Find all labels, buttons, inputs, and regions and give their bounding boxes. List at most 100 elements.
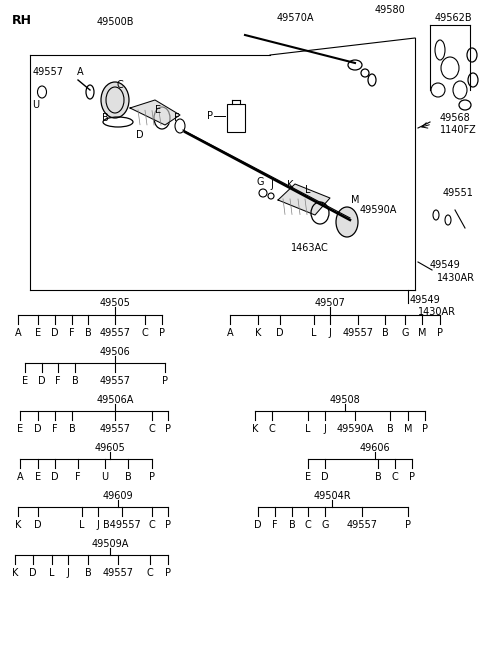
Text: B: B [69, 424, 75, 434]
Text: K: K [12, 568, 18, 578]
Text: 49505: 49505 [99, 298, 131, 308]
Text: 49509A: 49509A [91, 539, 129, 549]
Text: P: P [165, 520, 171, 530]
Text: C: C [117, 80, 123, 90]
Text: M: M [351, 195, 359, 205]
Text: B: B [386, 424, 394, 434]
Text: K: K [15, 520, 21, 530]
Text: A: A [15, 328, 21, 338]
Text: 49557: 49557 [99, 328, 131, 338]
Text: K: K [252, 424, 258, 434]
Text: E: E [17, 424, 23, 434]
Text: P: P [165, 568, 171, 578]
Text: 49580: 49580 [374, 5, 406, 15]
Text: 49557: 49557 [99, 424, 131, 434]
Text: 49570A: 49570A [276, 13, 314, 23]
Polygon shape [278, 184, 330, 215]
Text: J: J [96, 520, 99, 530]
Text: G: G [256, 177, 264, 187]
Text: B: B [288, 520, 295, 530]
Text: 49508: 49508 [330, 395, 360, 405]
Text: G: G [321, 520, 329, 530]
Text: L: L [311, 328, 317, 338]
Text: M: M [418, 328, 426, 338]
Text: 49557: 49557 [99, 376, 131, 386]
Text: 1463AC: 1463AC [291, 243, 329, 253]
Text: 49590A: 49590A [360, 205, 397, 215]
Text: P: P [405, 520, 411, 530]
Text: P: P [207, 111, 213, 121]
Text: F: F [174, 113, 180, 123]
Text: 49507: 49507 [314, 298, 346, 308]
Text: 49606: 49606 [360, 443, 390, 453]
Text: 49557: 49557 [33, 67, 63, 77]
Text: 49557: 49557 [103, 568, 133, 578]
Text: D: D [51, 328, 59, 338]
Text: P: P [409, 472, 415, 482]
Text: E: E [305, 472, 311, 482]
Text: 49549: 49549 [410, 295, 441, 305]
Text: B: B [72, 376, 78, 386]
Text: D: D [254, 520, 262, 530]
Text: J: J [324, 424, 326, 434]
Text: B: B [84, 328, 91, 338]
Text: 49549: 49549 [430, 260, 461, 270]
Text: F: F [52, 424, 58, 434]
Text: 49557: 49557 [343, 328, 373, 338]
Text: B: B [102, 113, 108, 123]
Text: P: P [162, 376, 168, 386]
Bar [227, 104, 245, 132]
Text: F: F [69, 328, 75, 338]
Text: L: L [49, 568, 55, 578]
Text: 49500B: 49500B [96, 17, 134, 27]
Text: 49557: 49557 [347, 520, 377, 530]
Text: F: F [75, 472, 81, 482]
Text: 49551: 49551 [443, 188, 474, 198]
Text: M: M [404, 424, 412, 434]
Text: J: J [271, 180, 274, 190]
Text: B: B [125, 472, 132, 482]
Text: U: U [33, 100, 39, 110]
Ellipse shape [101, 82, 129, 118]
Text: K: K [255, 328, 261, 338]
Text: 1430AR: 1430AR [437, 273, 475, 283]
Text: C: C [305, 520, 312, 530]
Text: B49557: B49557 [103, 520, 141, 530]
Text: 49568: 49568 [440, 113, 471, 123]
Text: F: F [55, 376, 61, 386]
Text: P: P [437, 328, 443, 338]
Text: B: B [84, 568, 91, 578]
Text: 49506A: 49506A [96, 395, 134, 405]
Text: D: D [29, 568, 37, 578]
Ellipse shape [336, 207, 358, 237]
Text: D: D [276, 328, 284, 338]
Text: U: U [101, 472, 108, 482]
Text: 49506: 49506 [100, 347, 131, 357]
Text: C: C [142, 328, 148, 338]
Text: RH: RH [12, 14, 32, 27]
Text: D: D [51, 472, 59, 482]
Text: 49605: 49605 [95, 443, 125, 453]
Text: D: D [38, 376, 46, 386]
Text: D: D [34, 424, 42, 434]
Text: P: P [159, 328, 165, 338]
Text: D: D [321, 472, 329, 482]
Text: C: C [146, 568, 154, 578]
Text: 49590A: 49590A [336, 424, 374, 434]
Text: A: A [77, 67, 84, 77]
Text: 49562B: 49562B [435, 13, 473, 23]
Text: K: K [287, 180, 293, 190]
Text: A: A [17, 472, 24, 482]
Polygon shape [130, 100, 180, 125]
Text: G: G [401, 328, 409, 338]
Text: D: D [136, 130, 144, 140]
Text: A: A [227, 328, 233, 338]
Text: J: J [67, 568, 70, 578]
Text: 1430AR: 1430AR [418, 307, 456, 317]
Text: C: C [392, 472, 398, 482]
Text: E: E [155, 105, 161, 115]
Text: C: C [149, 424, 156, 434]
Text: D: D [34, 520, 42, 530]
Text: 49504R: 49504R [313, 491, 351, 501]
Text: B: B [382, 328, 388, 338]
